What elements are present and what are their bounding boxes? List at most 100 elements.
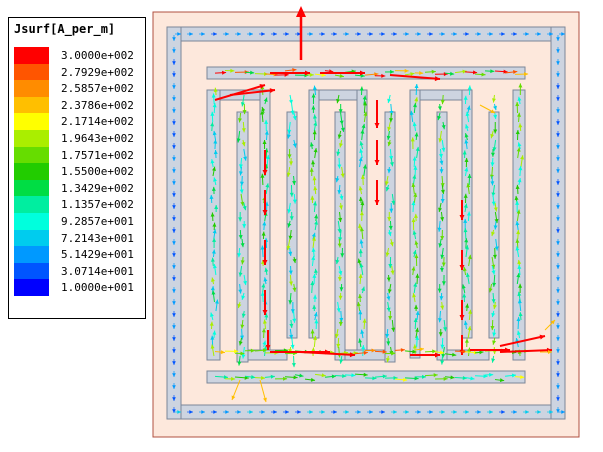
current-vector-head — [405, 32, 409, 36]
current-vector-head — [238, 272, 243, 277]
legend-swatch — [14, 113, 49, 130]
current-vector-head — [417, 32, 421, 36]
current-vector-head — [516, 273, 521, 278]
current-vector-head — [441, 124, 446, 130]
current-vector-head — [413, 318, 418, 323]
current-vector-head — [421, 374, 427, 379]
current-vector-head — [438, 243, 443, 248]
current-vector-head — [389, 162, 394, 167]
current-vector-head — [210, 122, 215, 127]
current-vector — [229, 89, 276, 96]
current-vector-head — [490, 325, 495, 331]
current-vector-head — [439, 160, 444, 165]
current-vector-head — [213, 32, 217, 36]
current-vector-head — [237, 253, 242, 258]
current-vector-head — [313, 201, 318, 206]
current-vector-head — [391, 200, 396, 205]
current-vector-head — [223, 375, 228, 380]
current-vector-head — [556, 277, 560, 281]
current-vector-head — [287, 223, 292, 228]
current-vector-head — [333, 410, 337, 414]
current-vector-head — [241, 128, 246, 133]
current-vector-head — [492, 340, 497, 345]
current-vector-head — [358, 338, 363, 343]
current-vector-head — [237, 303, 242, 309]
current-vector-head — [172, 325, 176, 329]
current-vector-head — [265, 155, 270, 160]
current-vector-head — [240, 242, 245, 248]
current-vector-head — [211, 249, 216, 254]
current-vector-head — [211, 290, 216, 295]
current-vector-head — [556, 289, 560, 293]
current-vector-head — [464, 238, 469, 243]
current-vector-head — [172, 409, 176, 413]
current-vector-head — [537, 32, 541, 36]
current-vector-head — [269, 88, 275, 94]
current-vector-head — [556, 193, 560, 197]
current-vector-head — [515, 102, 520, 107]
current-vector-head — [489, 410, 493, 414]
current-vector-head — [357, 223, 362, 228]
current-vector-head — [289, 334, 294, 339]
finger-7 — [356, 89, 368, 361]
current-vector-head — [490, 133, 495, 139]
current-vector-head — [336, 151, 341, 156]
current-vector-head — [363, 350, 368, 355]
current-vector-head — [374, 123, 380, 128]
current-vector-head — [345, 410, 349, 414]
current-vector-head — [313, 335, 318, 341]
current-vector-head — [556, 205, 560, 209]
current-vector-head — [464, 338, 469, 343]
current-vector-head — [556, 409, 560, 413]
current-vector-head — [400, 348, 405, 353]
current-vector-head — [466, 105, 471, 110]
current-vector-head — [321, 373, 326, 378]
current-vector-head — [357, 32, 361, 36]
current-vector-head — [292, 68, 297, 73]
current-vector-head — [462, 349, 467, 354]
current-vector-head — [493, 105, 497, 111]
current-vector-head — [463, 203, 468, 208]
current-vector-head — [286, 245, 291, 251]
current-vector-head — [556, 385, 560, 389]
current-vector-head — [462, 69, 467, 74]
current-vector-head — [388, 264, 393, 269]
current-vector-head — [490, 109, 495, 113]
current-vector-head — [313, 312, 318, 317]
current-vector-head — [238, 217, 243, 222]
current-vector-head — [263, 397, 267, 402]
current-vector-head — [243, 280, 248, 286]
current-vector-head — [210, 159, 215, 164]
current-vector-head — [261, 328, 266, 333]
current-vector-head — [386, 341, 391, 346]
current-vector-head — [211, 93, 216, 98]
legend-swatch — [14, 47, 49, 64]
current-vector-head — [288, 235, 293, 240]
current-vector-head — [242, 224, 247, 229]
current-vector-head — [240, 260, 245, 265]
current-vector-head — [311, 236, 316, 241]
current-vector-head — [481, 72, 486, 77]
current-vector-head — [387, 289, 392, 294]
current-vector-head — [345, 32, 349, 36]
current-vector-head — [412, 344, 417, 349]
current-vector-head — [359, 263, 364, 268]
current-vector-head — [491, 270, 496, 275]
current-vector-head — [210, 286, 215, 291]
current-vector-head — [443, 327, 448, 332]
current-vector-head — [414, 132, 419, 137]
current-vector-head — [440, 254, 445, 259]
current-vector-head — [501, 32, 505, 36]
current-vector-head — [515, 184, 520, 190]
current-vector-head — [287, 154, 292, 159]
current-vector-head — [358, 186, 363, 191]
current-vector-head — [413, 165, 418, 170]
current-vector-head — [412, 349, 417, 354]
current-vector-head — [387, 169, 392, 174]
current-vector-head — [172, 289, 176, 293]
current-vector-head — [242, 110, 247, 115]
current-vector-head — [172, 109, 176, 113]
current-vector-head — [490, 162, 495, 167]
current-vector-head — [435, 352, 440, 358]
